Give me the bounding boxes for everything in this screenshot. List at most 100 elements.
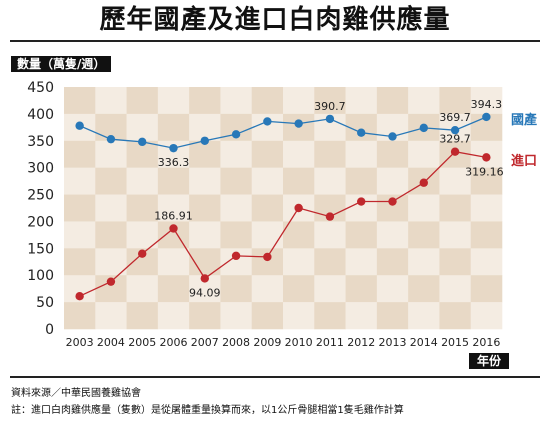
background-cell xyxy=(439,87,472,115)
background-cell xyxy=(251,167,284,195)
background-cell xyxy=(220,302,253,330)
background-cell xyxy=(408,221,440,249)
x-tick-label: 2004 xyxy=(97,336,125,349)
series xyxy=(75,112,491,301)
background-cell xyxy=(95,140,127,168)
series-line-1 xyxy=(79,150,487,297)
data-label: 186.91 xyxy=(154,209,193,222)
plot-background xyxy=(64,87,503,330)
background-cell xyxy=(251,302,284,330)
background-cell xyxy=(408,194,440,222)
background-cell xyxy=(189,221,221,249)
y-tick-label: 450 xyxy=(27,80,54,96)
background-cell xyxy=(157,248,190,276)
x-tick-label: 2014 xyxy=(410,336,438,349)
x-tick-label: 2003 xyxy=(66,336,94,349)
data-label: 94.09 xyxy=(189,286,221,299)
background-cell xyxy=(408,140,440,168)
background-cell xyxy=(470,167,503,195)
background-cell xyxy=(126,194,159,222)
background-cell xyxy=(95,194,127,222)
background-cell xyxy=(64,194,96,222)
data-point xyxy=(357,128,366,137)
background-cell xyxy=(220,275,253,303)
x-tick-label: 2016 xyxy=(472,336,500,349)
data-point xyxy=(357,197,366,206)
y-tick-label: 400 xyxy=(27,107,54,123)
data-point xyxy=(294,119,303,128)
data-point xyxy=(138,249,147,258)
background-cell xyxy=(408,248,440,276)
background-cell xyxy=(126,167,159,195)
footnote: 註：進口白肉雞供應量（隻數）是從屠體重量換算而來，以1公斤骨腿相當1隻毛雞作計算 xyxy=(11,405,404,416)
y-tick-label: 200 xyxy=(27,214,54,230)
background-cell xyxy=(376,248,409,276)
legend-domestic: 國產 xyxy=(511,113,538,128)
background-cell xyxy=(314,167,346,195)
x-tick-label: 2008 xyxy=(222,336,250,349)
background-cell xyxy=(376,87,409,115)
background-cell xyxy=(345,248,378,276)
series-line-0 xyxy=(79,116,487,149)
background-cell xyxy=(376,221,409,249)
background-cell xyxy=(220,140,253,168)
data-label: 336.3 xyxy=(158,156,190,169)
title-divider xyxy=(10,40,540,42)
background-cell xyxy=(64,221,96,249)
data-point xyxy=(325,212,335,221)
background-cell xyxy=(439,302,472,330)
background-cell xyxy=(157,275,190,303)
y-tick-label: 0 xyxy=(45,322,54,338)
x-axis-label: 年份 xyxy=(469,353,510,369)
background-cell xyxy=(345,167,378,195)
x-ticks: 2003 2004 2005 2006 2007 2008 2009 2010 2011 2012… xyxy=(66,336,501,349)
x-tick-label: 2011 xyxy=(316,336,344,349)
background-cell xyxy=(314,140,346,168)
background-cell xyxy=(439,221,472,249)
background-cell xyxy=(470,302,503,330)
data-point xyxy=(200,136,209,145)
background-cell xyxy=(345,275,378,303)
background-cell xyxy=(283,87,315,115)
background-cell xyxy=(189,87,221,115)
data-point xyxy=(75,121,84,130)
background-cell xyxy=(251,275,284,303)
background-cell xyxy=(157,87,190,115)
background-cell xyxy=(439,194,472,222)
y-axis-label: 數量（萬隻/週） xyxy=(11,56,112,72)
background-cell xyxy=(251,221,284,249)
background-cell xyxy=(95,167,127,195)
data-point xyxy=(419,178,428,187)
data-point xyxy=(388,132,397,141)
background-cell xyxy=(251,140,284,168)
x-tick-label: 2005 xyxy=(128,336,156,349)
data-point xyxy=(263,252,272,262)
x-tick-label: 2006 xyxy=(160,336,188,349)
background-cell xyxy=(408,275,440,303)
footer-divider xyxy=(10,376,540,378)
background-cell xyxy=(220,167,253,195)
data-point xyxy=(325,114,335,124)
background-cell xyxy=(220,87,253,115)
y-tick-label: 150 xyxy=(27,241,54,257)
data-point xyxy=(482,112,491,122)
background-cell xyxy=(251,87,284,115)
y-tick-label: 350 xyxy=(27,134,54,150)
background-cell xyxy=(251,248,284,276)
background-cell xyxy=(64,87,96,115)
background-cell xyxy=(95,248,127,276)
background-cell xyxy=(314,275,346,303)
data-point xyxy=(138,137,147,147)
background-cell xyxy=(314,248,346,276)
background-cell xyxy=(345,302,378,330)
background-cell xyxy=(220,221,253,249)
data-point xyxy=(231,251,241,261)
x-tick-label: 2012 xyxy=(347,336,375,349)
x-tick-label: 2007 xyxy=(191,336,219,349)
y-tick-label: 300 xyxy=(27,161,54,177)
data-point xyxy=(200,274,209,283)
data-point xyxy=(231,130,241,139)
background-cell xyxy=(314,302,346,330)
